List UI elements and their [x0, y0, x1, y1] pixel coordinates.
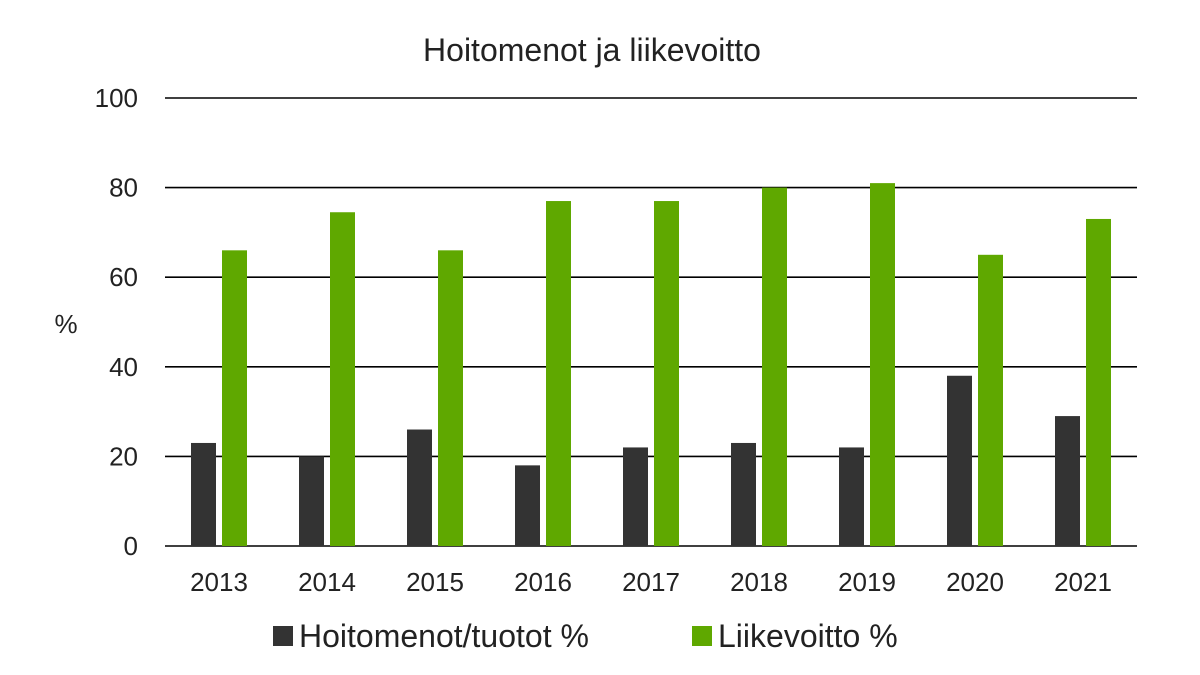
x-tick-label: 2015 [406, 567, 464, 597]
legend-label-1: Hoitomenot/tuotot % [299, 618, 589, 654]
y-axis-ticks: 0 20 40 60 80 100 [95, 83, 138, 561]
legend-swatch-2 [692, 626, 712, 646]
bar-2017-series-2 [654, 201, 679, 547]
bars [191, 183, 1111, 547]
bar-2017-series-1 [623, 447, 648, 546]
legend: Hoitomenot/tuotot % Liikevoitto % [273, 618, 898, 654]
x-tick-label: 2014 [298, 567, 356, 597]
bar-2021-series-2 [1086, 218, 1111, 546]
legend-swatch-1 [273, 626, 293, 646]
bar-2015-series-1 [407, 429, 432, 546]
chart-title: Hoitomenot ja liikevoitto [423, 32, 761, 68]
bar-2016-series-2 [546, 201, 571, 547]
bar-2018-series-1 [731, 442, 756, 546]
x-tick-label: 2013 [190, 567, 248, 597]
y-tick-label: 80 [109, 173, 138, 203]
x-tick-label: 2017 [622, 567, 680, 597]
bar-2020-series-2 [978, 254, 1003, 547]
y-tick-label: 0 [124, 531, 138, 561]
bar-2021-series-1 [1055, 416, 1080, 546]
x-tick-label: 2019 [838, 567, 896, 597]
bar-2014-series-2 [330, 212, 355, 547]
gridlines [165, 97, 1137, 547]
y-tick-label: 20 [109, 441, 138, 471]
bar-2019-series-1 [839, 447, 864, 546]
x-tick-label: 2021 [1054, 567, 1112, 597]
bar-2016-series-1 [515, 465, 540, 546]
x-tick-label: 2020 [946, 567, 1004, 597]
legend-label-2: Liikevoitto % [718, 618, 898, 654]
bar-2014-series-1 [299, 456, 324, 546]
y-axis-label: % [54, 309, 77, 339]
bar-2015-series-2 [438, 250, 463, 546]
bar-2018-series-2 [762, 187, 787, 546]
x-tick-label: 2016 [514, 567, 572, 597]
y-tick-label: 40 [109, 352, 138, 382]
y-tick-label: 100 [95, 83, 138, 113]
bar-2019-series-2 [870, 183, 895, 546]
bar-2013-series-2 [222, 250, 247, 546]
bar-2013-series-1 [191, 442, 216, 546]
bar-2020-series-1 [947, 375, 972, 546]
y-tick-label: 60 [109, 262, 138, 292]
x-axis-ticks: 2013 2014 2015 2016 2017 2018 2019 2020 2021 [190, 567, 1112, 597]
x-tick-label: 2018 [730, 567, 788, 597]
